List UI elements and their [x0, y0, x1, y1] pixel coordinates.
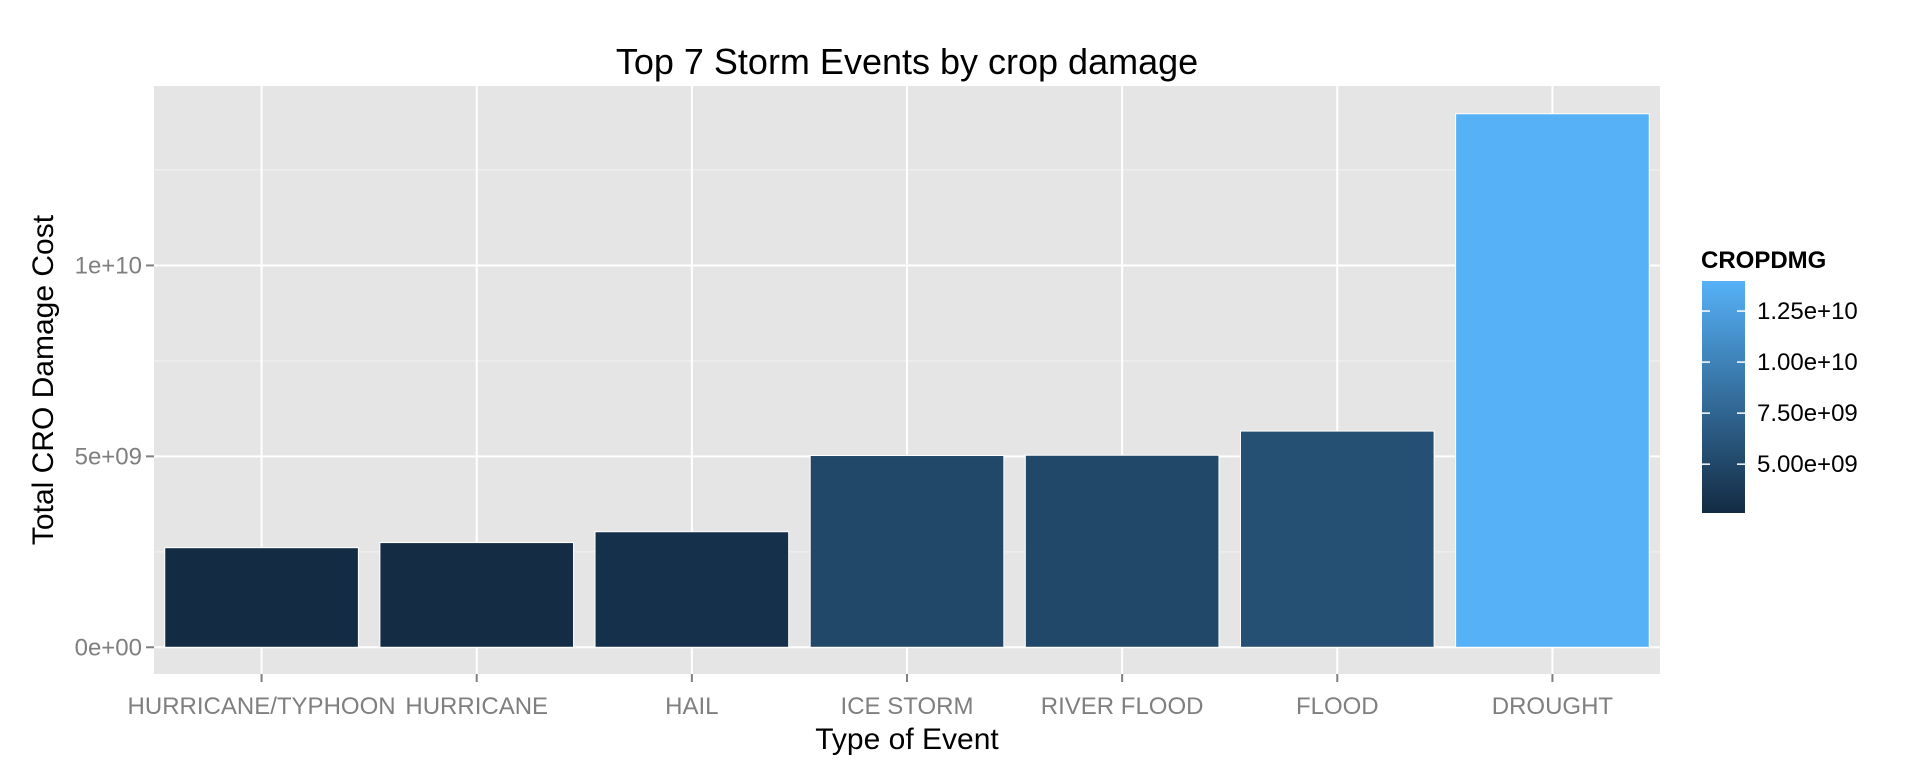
x-tick-label: ICE STORM — [841, 693, 974, 720]
color-legend: CROPDMG 5.00e+09 7.50e+09 1.00e+10 1.25e+10 — [1701, 247, 1858, 513]
legend-label: 1.00e+10 — [1757, 349, 1858, 376]
x-tick-label: DROUGHT — [1492, 693, 1614, 720]
legend-label: 7.50e+09 — [1757, 400, 1858, 427]
x-tick-label: HURRICANE/TYPHOON — [128, 693, 396, 720]
x-tick-label: HURRICANE — [405, 693, 548, 720]
x-axis-title: Type of Event — [815, 723, 999, 756]
x-tick-label: HAIL — [665, 693, 718, 720]
bar-hurricane-typhoon — [164, 547, 359, 648]
legend-label: 1.25e+10 — [1757, 298, 1858, 325]
y-tick-label: 5e+09 — [75, 443, 142, 470]
legend-ticks: 5.00e+09 7.50e+09 1.00e+10 1.25e+10 — [1702, 298, 1858, 478]
x-axis: HURRICANE/TYPHOON HURRICANE HAIL ICE STORM R… — [128, 674, 1614, 720]
bar-drought — [1455, 113, 1650, 648]
bar-river-flood — [1024, 454, 1220, 648]
legend-title: CROPDMG — [1701, 247, 1826, 274]
bar-hurricane — [379, 542, 575, 648]
x-tick-label: FLOOD — [1296, 693, 1379, 720]
legend-label: 5.00e+09 — [1757, 451, 1858, 478]
chart-title: Top 7 Storm Events by crop damage — [616, 41, 1198, 82]
bars — [164, 113, 1650, 648]
bar-flood — [1239, 430, 1435, 648]
y-axis-title: Total CRO Damage Cost — [27, 214, 60, 545]
x-tick-label: RIVER FLOOD — [1041, 693, 1204, 720]
legend-colorbar — [1702, 281, 1745, 513]
y-tick-label: 1e+10 — [75, 252, 142, 279]
bar-ice-storm — [809, 455, 1005, 648]
bar-hail — [594, 531, 790, 648]
y-tick-label: 0e+00 — [75, 634, 142, 661]
y-axis: 0e+00 5e+09 1e+10 — [75, 252, 154, 661]
